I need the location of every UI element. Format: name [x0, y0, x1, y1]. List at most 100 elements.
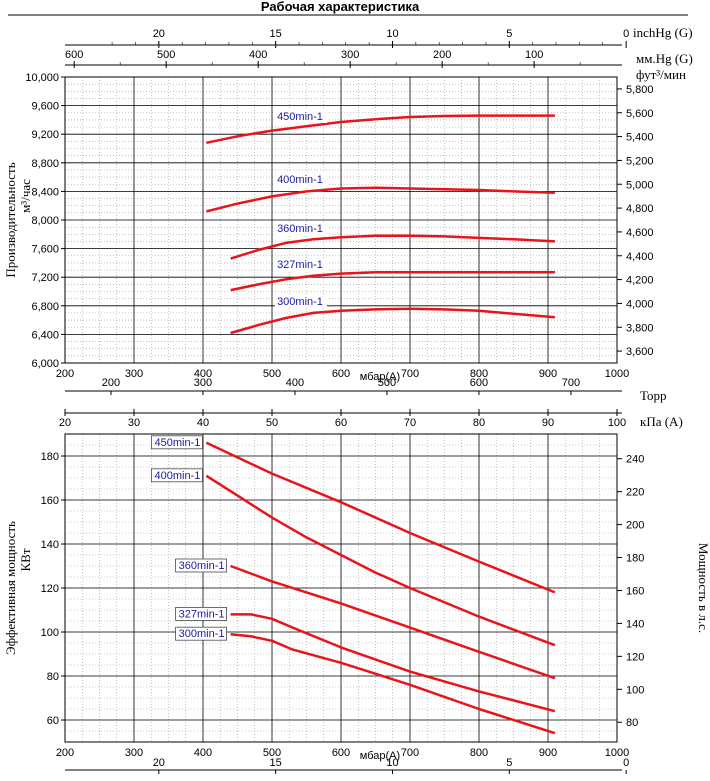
x-tick-label: 600 — [332, 368, 350, 380]
top-axis-2-label: 70 — [404, 417, 416, 429]
series-line-327min-1 — [230, 270, 555, 292]
series-label-bg — [275, 295, 327, 308]
y-tick-label: 6,400 — [31, 329, 59, 341]
y2-tick-label: 4,000 — [626, 298, 654, 310]
x-tick-label: 800 — [470, 747, 488, 759]
top-axis-1-label: 10 — [386, 28, 398, 40]
y-tick-label: 8,400 — [31, 186, 59, 198]
series-label-box — [151, 435, 203, 450]
top-axis-2-label: 100 — [608, 417, 626, 429]
top-axis-2-label: 500 — [157, 49, 175, 61]
y2-tick-label: 4,600 — [626, 227, 654, 239]
x-tick-label: 900 — [539, 368, 557, 380]
series-label-bg — [275, 173, 327, 186]
series-line-360min-1 — [230, 234, 555, 260]
x-tick-label: 1000 — [605, 368, 629, 380]
y-tick-label: 60 — [47, 715, 59, 727]
y2-tick-label: 5,800 — [626, 84, 654, 96]
x-tick-label: 400 — [194, 747, 212, 759]
series-line-300min-1 — [230, 632, 556, 735]
series-label-bg — [275, 222, 327, 235]
series-label-box — [151, 468, 203, 483]
x-tick-label: 500 — [263, 747, 281, 759]
top-axis-2-label: 50 — [266, 417, 278, 429]
top-axis-2-label: 200 — [433, 49, 451, 61]
top-axis-2-label: 100 — [525, 49, 543, 61]
y2-tick-label: 4,200 — [626, 275, 654, 287]
y-tick-label: 100 — [41, 627, 59, 639]
x-tick-label: 900 — [539, 747, 557, 759]
y-tick-label: 9,600 — [31, 101, 59, 113]
y-tick-label: 6,800 — [31, 301, 59, 313]
x-tick-label: 200 — [56, 747, 74, 759]
series-line-400min-1 — [205, 474, 556, 647]
top-axis-2-label: 600 — [65, 49, 83, 61]
top-axis-1-label: 20 — [153, 28, 165, 40]
series-label-box — [175, 558, 228, 573]
top-axis-2-label: 60 — [335, 417, 347, 429]
top-axis-2-label: 30 — [128, 417, 140, 429]
top-axis-1-unit: inchHg (G) — [633, 25, 693, 40]
series-label-box — [175, 607, 228, 621]
y2-tick-label: 80 — [626, 717, 638, 729]
x-tick-label: 500 — [263, 368, 281, 380]
top-axis-1-label: 5 — [506, 28, 512, 40]
y2-unit: фут³/мин — [636, 67, 686, 82]
y-tick-label: 8,800 — [31, 158, 59, 170]
x-tick-label: 400 — [194, 368, 212, 380]
x-tick-label: 800 — [470, 368, 488, 380]
y2-tick-label: 5,200 — [626, 155, 654, 167]
bottom-axis-label: 10 — [386, 757, 398, 769]
y2-tick-label: 3,800 — [626, 322, 654, 334]
y-tick-label: 140 — [41, 539, 59, 551]
series-line-300min-1 — [230, 307, 556, 335]
x-axis-unit: мбар(A) — [360, 371, 400, 383]
top-axis-2-label: 90 — [542, 417, 554, 429]
y2-tick-label: 220 — [626, 487, 644, 499]
bottom-axis-label: 20 — [153, 757, 165, 769]
y2-tick-label: 4,800 — [626, 203, 654, 215]
y-axis-label: Производительность — [3, 162, 18, 277]
series-line-450min-1 — [206, 114, 555, 145]
y-tick-label: 8,000 — [31, 215, 59, 227]
series-label: 327min-1 — [179, 608, 225, 620]
y-tick-label: 7,600 — [31, 244, 59, 256]
top-axis-1-unit: Торр — [640, 388, 666, 403]
y2-tick-label: 100 — [626, 684, 644, 696]
bottom-axis-label: 0 — [623, 757, 629, 769]
y2-tick-label: 5,600 — [626, 108, 654, 120]
y-tick-label: 160 — [41, 495, 59, 507]
y-unit: м³/час — [18, 179, 33, 213]
y2-tick-label: 160 — [626, 585, 644, 597]
series-label: 300min-1 — [277, 296, 323, 308]
series-line-327min-1 — [230, 613, 556, 713]
y-tick-label: 6,000 — [31, 358, 59, 370]
x-tick-label: 1000 — [605, 747, 629, 759]
series-line-400min-1 — [206, 186, 555, 213]
bottom-axis-label: 5 — [506, 757, 512, 769]
series-line-450min-1 — [205, 441, 556, 594]
top-axis-2-label: 400 — [249, 49, 267, 61]
top-axis-1-label: 0 — [623, 28, 629, 40]
y-tick-label: 180 — [41, 451, 59, 463]
chart-title: Рабочая характеристика — [261, 0, 420, 14]
series-label: 450min-1 — [155, 437, 201, 449]
series-label: 400min-1 — [155, 470, 201, 482]
top-axis-2-unit: кПа (A) — [640, 414, 683, 429]
top-axis-1-label: 600 — [470, 377, 488, 389]
y-unit: КВт — [18, 548, 33, 571]
y-tick-label: 120 — [41, 583, 59, 595]
top-axis-2-label: 40 — [197, 417, 209, 429]
series-line-360min-1 — [230, 564, 556, 680]
series-label: 360min-1 — [277, 223, 323, 235]
top-axis-2-unit: мм.Hg (G) — [636, 51, 693, 66]
x-axis-unit: мбар(A) — [360, 750, 400, 762]
y2-tick-label: 5,000 — [626, 179, 654, 191]
bottom-axis-label: 15 — [270, 757, 282, 769]
x-tick-label: 600 — [332, 747, 350, 759]
y-axis-label: Эффективная мощность — [3, 521, 18, 655]
y2-axis-label: Мощность в л.с. — [696, 543, 710, 633]
series-label-bg — [275, 258, 327, 271]
series-label-bg — [275, 110, 327, 123]
